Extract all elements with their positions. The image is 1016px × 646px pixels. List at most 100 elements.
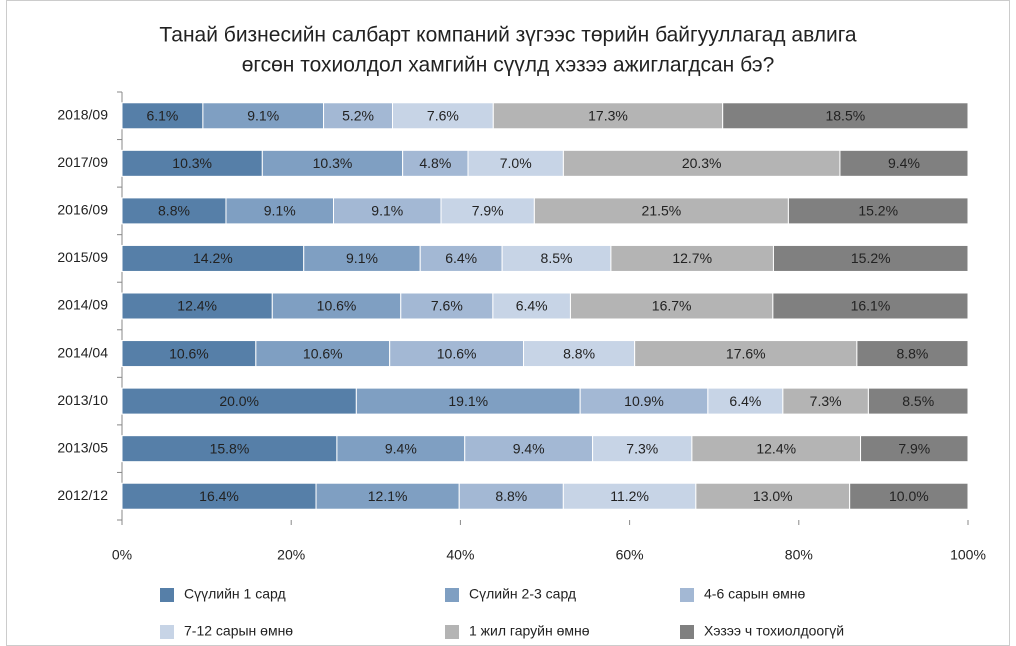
bar-segment [722, 102, 969, 130]
legend-label: 7-12 сарын өмнө [184, 623, 293, 639]
x-tick-label: 40% [446, 547, 474, 563]
legend-label: Хэзээ ч тохиолдоогүй [704, 623, 844, 639]
x-tick-label: 80% [785, 547, 813, 563]
value-label: 6.1% [146, 107, 178, 123]
bar-segment [610, 244, 774, 272]
bar-segment [467, 149, 564, 177]
y-tick-label: 2016/09 [57, 202, 108, 218]
bar-segment [839, 149, 969, 177]
value-label: 9.1% [247, 107, 279, 123]
value-label: 12.4% [756, 440, 796, 456]
value-label: 10.0% [889, 488, 929, 504]
value-label: 7.3% [626, 440, 658, 456]
bar-segment [849, 482, 969, 510]
bar-segment [261, 149, 404, 177]
value-label: 16.4% [199, 488, 239, 504]
value-label: 9.4% [385, 440, 417, 456]
bar-segment [501, 244, 612, 272]
value-label: 11.2% [610, 488, 649, 504]
bar-segment [856, 340, 969, 368]
legend-swatch [445, 588, 459, 602]
x-tick-label: 60% [616, 547, 644, 563]
value-label: 9.4% [513, 440, 545, 456]
value-label: 9.1% [264, 203, 296, 219]
y-tick-label: 2015/09 [57, 249, 108, 265]
legend-label: 4-6 сарын өмнө [704, 586, 806, 602]
legend-label: Сүүлийн 1 сард [184, 586, 286, 602]
value-label: 17.6% [726, 345, 766, 361]
legend-label: 1 жил гаруйн өмнө [469, 623, 590, 639]
value-label: 8.8% [495, 488, 527, 504]
bar-segment [121, 149, 263, 177]
value-label: 12.1% [368, 488, 408, 504]
value-label: 18.5% [825, 107, 865, 123]
y-tick-label: 2013/10 [57, 392, 108, 408]
bar-segment [121, 387, 357, 415]
value-label: 9.4% [888, 155, 920, 171]
bar-segment [562, 149, 841, 177]
legend-swatch [160, 588, 174, 602]
chart-title: өгсөн тохиолдол хамгийн сүүлд хэзээ ажиг… [242, 54, 775, 77]
value-label: 10.3% [172, 155, 212, 171]
value-label: 10.6% [437, 345, 477, 361]
bar-segment [333, 197, 442, 225]
value-label: 5.2% [342, 107, 374, 123]
bar-segment [255, 340, 391, 368]
value-label: 19.1% [448, 393, 488, 409]
value-label: 14.2% [193, 250, 233, 266]
value-label: 12.4% [177, 298, 217, 314]
bar-segment [121, 340, 257, 368]
value-label: 8.8% [563, 345, 595, 361]
bar-segment [402, 149, 469, 177]
bar-segment [323, 102, 394, 130]
legend-swatch [160, 625, 174, 639]
value-label: 17.3% [588, 107, 628, 123]
value-label: 15.2% [851, 250, 891, 266]
y-tick-label: 2018/09 [57, 106, 108, 122]
bar-segment [523, 340, 636, 368]
chart-title: Танай бизнесийн салбарт компаний зүгээс … [159, 24, 857, 47]
bar-segment [772, 292, 969, 320]
y-tick-label: 2014/09 [57, 297, 108, 313]
bar-segment [440, 197, 535, 225]
y-tick-label: 2017/09 [57, 154, 108, 170]
value-label: 7.3% [810, 393, 842, 409]
bar-segment [634, 340, 858, 368]
value-label: 7.6% [431, 298, 463, 314]
bar-segment [867, 387, 969, 415]
legend-label: Сүлийн 2-3 сард [469, 586, 576, 602]
legend-swatch [680, 588, 694, 602]
value-label: 7.6% [427, 107, 459, 123]
legend-swatch [680, 625, 694, 639]
bar-segment [355, 387, 581, 415]
value-label: 16.7% [652, 298, 692, 314]
value-label: 15.8% [210, 440, 250, 456]
value-label: 8.5% [541, 250, 573, 266]
bar-segment [787, 197, 969, 225]
value-label: 8.5% [902, 393, 934, 409]
value-label: 4.8% [419, 155, 451, 171]
frame [6, 0, 1010, 646]
value-label: 10.6% [169, 345, 209, 361]
value-label: 12.7% [672, 250, 712, 266]
value-label: 8.8% [896, 345, 928, 361]
value-label: 10.6% [303, 345, 343, 361]
value-label: 10.3% [313, 155, 353, 171]
bar-segment [569, 292, 774, 320]
bar-segment [336, 435, 466, 463]
bar-segment [389, 340, 525, 368]
value-label: 10.6% [317, 298, 357, 314]
bar-segment [400, 292, 494, 320]
value-label: 9.1% [371, 203, 403, 219]
bar-segment [860, 435, 969, 463]
value-label: 7.9% [898, 440, 930, 456]
x-tick-label: 0% [112, 547, 132, 563]
value-label: 21.5% [642, 203, 682, 219]
legend-swatch [445, 625, 459, 639]
bar-segment [579, 387, 709, 415]
value-label: 20.3% [682, 155, 722, 171]
bar-segment [707, 387, 784, 415]
value-label: 8.8% [158, 203, 190, 219]
x-tick-label: 100% [950, 547, 986, 563]
